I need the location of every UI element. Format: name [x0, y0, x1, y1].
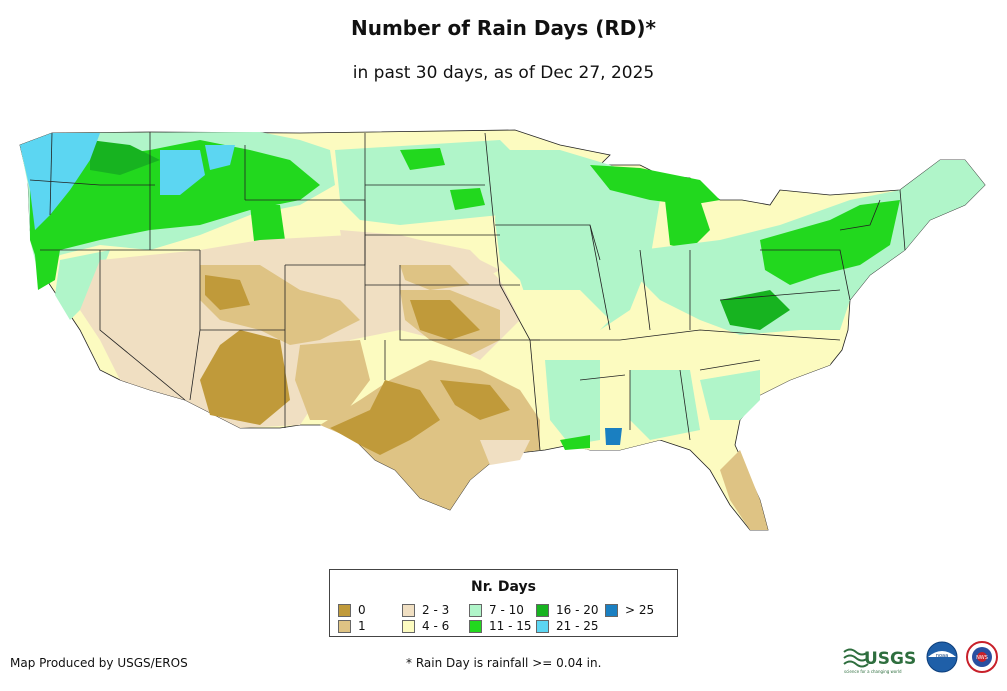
- legend-title: Nr. Days: [471, 579, 536, 595]
- legend-item-8: > 25: [605, 603, 654, 617]
- legend-swatch: [536, 603, 549, 617]
- us-rain-days-map: [19, 129, 986, 531]
- legend-label: 16 - 20: [556, 603, 599, 617]
- map-subtitle: in past 30 days, as of Dec 27, 2025: [352, 63, 655, 83]
- rain-day-footnote: * Rain Day is rainfall >= 0.04 in.: [406, 656, 602, 670]
- noaa-logo: noaa: [926, 641, 958, 673]
- legend-item-7: 21 - 25: [536, 619, 599, 633]
- legend-item-2: 2 - 3: [402, 603, 449, 617]
- legend-item-3: 4 - 6: [402, 619, 449, 633]
- legend: Nr. Days 0 1 2 - 3 4 - 6 7 - 10 11 - 15 …: [329, 569, 678, 637]
- legend-swatch: [338, 603, 351, 617]
- legend-label: 11 - 15: [489, 619, 532, 633]
- usgs-wordmark: USGS: [864, 649, 916, 669]
- legend-label: 2 - 3: [422, 603, 450, 617]
- legend-label: 21 - 25: [556, 619, 599, 633]
- legend-label: 0: [358, 603, 366, 617]
- usgs-tagline: science for a changing world: [844, 669, 902, 674]
- noaa-wordmark: noaa: [936, 653, 948, 659]
- legend-label: 1: [358, 619, 366, 633]
- legend-label: 7 - 10: [489, 603, 524, 617]
- legend-item-1: 1: [338, 619, 366, 633]
- legend-swatch: [402, 603, 415, 617]
- legend-label: 4 - 6: [422, 619, 450, 633]
- legend-swatch: [338, 619, 351, 633]
- legend-swatch: [605, 603, 618, 617]
- usgs-logo: USGS science for a changing world: [843, 648, 916, 674]
- map-title: Number of Rain Days (RD)*: [350, 16, 656, 40]
- legend-item-5: 11 - 15: [469, 619, 532, 633]
- legend-swatch: [402, 619, 415, 633]
- precip-regions: [20, 132, 985, 530]
- state-boundaries: [29, 132, 906, 451]
- legend-swatch: [469, 619, 482, 633]
- legend-item-4: 7 - 10: [469, 603, 524, 617]
- nws-wordmark: NWS: [976, 655, 988, 661]
- legend-label: > 25: [625, 603, 655, 617]
- nws-logo: NWS: [966, 641, 998, 673]
- legend-item-6: 16 - 20: [536, 603, 599, 617]
- legend-swatch: [536, 619, 549, 633]
- legend-swatch: [469, 603, 482, 617]
- agency-logos: USGS science for a changing world noaa N…: [843, 641, 998, 674]
- producer-credit: Map Produced by USGS/EROS: [10, 656, 188, 670]
- legend-item-0: 0: [338, 603, 366, 617]
